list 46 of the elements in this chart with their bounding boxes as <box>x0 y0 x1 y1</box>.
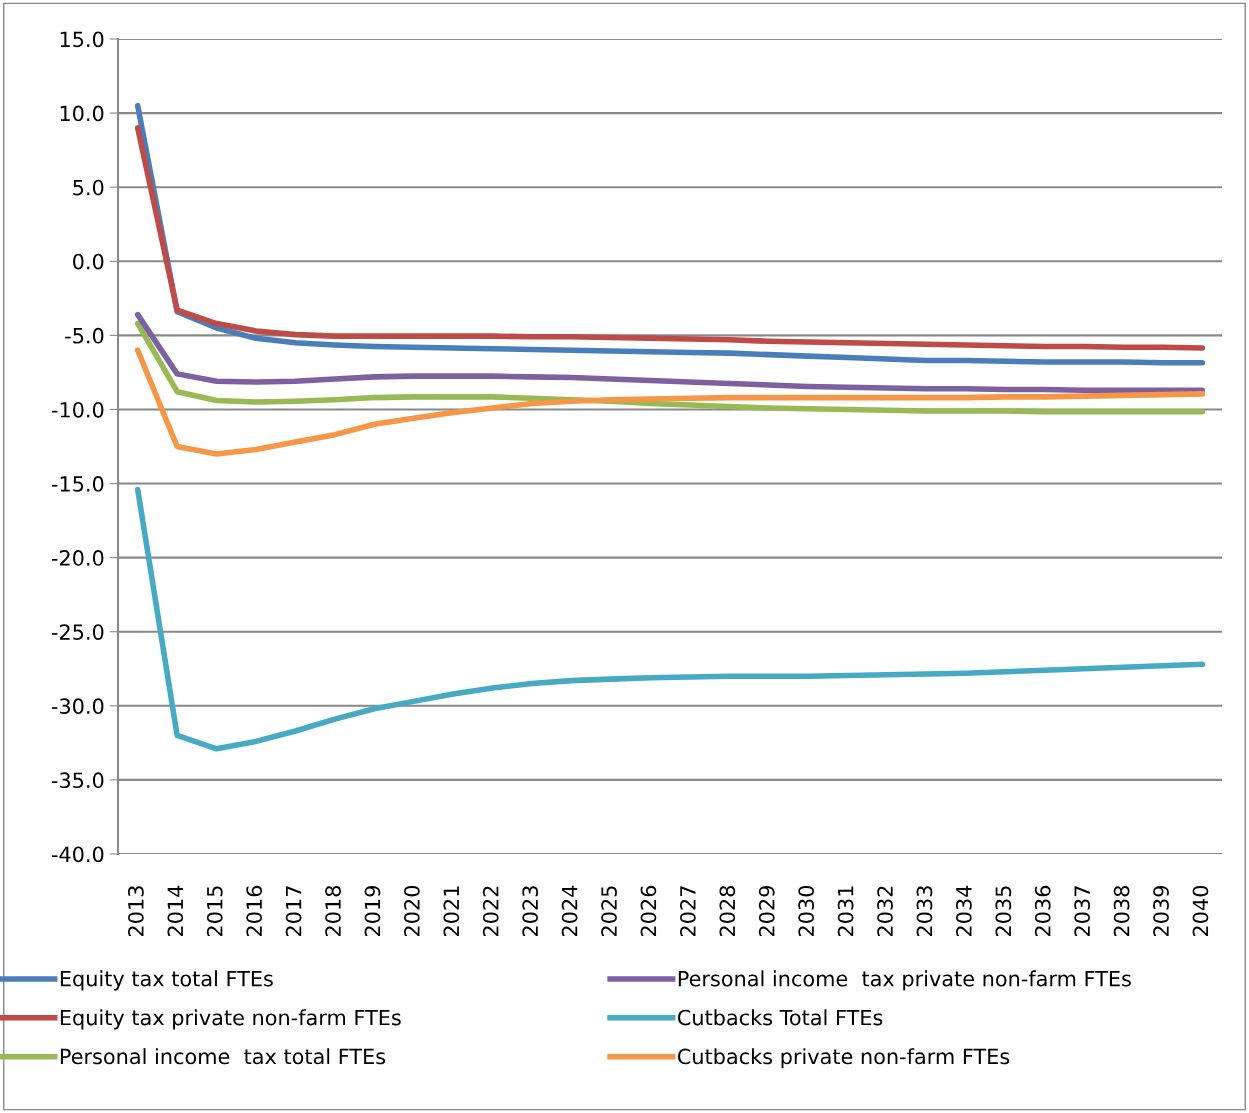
x-tick-label: 2026 <box>640 885 657 937</box>
x-tick-label: 2033 <box>916 886 933 937</box>
x-tick-label: 2031 <box>837 886 854 937</box>
x-tick-label: 2030 <box>798 885 815 937</box>
x-tick-label: 2035 <box>995 886 1012 937</box>
x-tick-label: 2037 <box>1074 886 1091 937</box>
y-tick-label: -35.0 <box>51 772 104 789</box>
x-tick-label: 2023 <box>522 886 539 937</box>
y-tick-label: 10.0 <box>60 105 104 122</box>
x-tick-label: 2027 <box>680 886 696 937</box>
x-tick-label: 2040 <box>1192 885 1209 937</box>
x-tick-label: 2019 <box>364 886 381 937</box>
x-tick-label: 2016 <box>246 885 263 937</box>
legend-label: Equity tax total FTEs <box>60 970 273 991</box>
y-tick-label: 5.0 <box>73 179 104 196</box>
x-tick-label: 2039 <box>1153 886 1169 937</box>
x-tick-label: 2036 <box>1034 885 1051 937</box>
x-tick-label: 2017 <box>285 886 302 937</box>
y-tick-label: -25.0 <box>51 624 104 640</box>
legend-label: Cutbacks private non-farm FTEs <box>677 1048 1010 1069</box>
x-tick-label: 2022 <box>482 886 499 937</box>
x-tick-label: 2014 <box>167 885 184 937</box>
x-tick-label: 2034 <box>956 885 972 937</box>
x-tick-label: 2032 <box>877 886 893 937</box>
y-tick-label: -40.0 <box>51 846 104 863</box>
y-tick-label: -20.0 <box>51 550 104 566</box>
y-tick-label: -5.0 <box>65 327 104 344</box>
x-tick-label: 2024 <box>561 885 578 937</box>
x-tick-label: 2028 <box>719 885 736 937</box>
x-tick-label: 2029 <box>758 886 775 937</box>
x-tick-label: 2025 <box>601 886 617 937</box>
legend-label: Personal income tax total FTEs <box>60 1048 386 1065</box>
x-tick-label: 2038 <box>1113 885 1130 937</box>
y-tick-label: -15.0 <box>51 476 104 492</box>
y-tick-label: 0.0 <box>73 253 104 270</box>
y-tick-label: -30.0 <box>51 698 104 715</box>
x-tick-label: 2015 <box>206 886 223 937</box>
x-tick-label: 2013 <box>128 886 144 937</box>
legend-label: Cutbacks Total FTEs <box>677 1009 883 1026</box>
y-tick-label: 15.0 <box>60 31 104 48</box>
legend-label: Personal income tax private non-farm FTEs <box>678 970 1131 991</box>
x-tick-label: 2018 <box>325 885 341 937</box>
y-tick-label: -10.0 <box>51 401 104 418</box>
legend-label: Equity tax private non-farm FTEs <box>60 1009 401 1030</box>
x-tick-label: 2021 <box>443 886 460 937</box>
x-tick-label: 2020 <box>404 885 420 937</box>
